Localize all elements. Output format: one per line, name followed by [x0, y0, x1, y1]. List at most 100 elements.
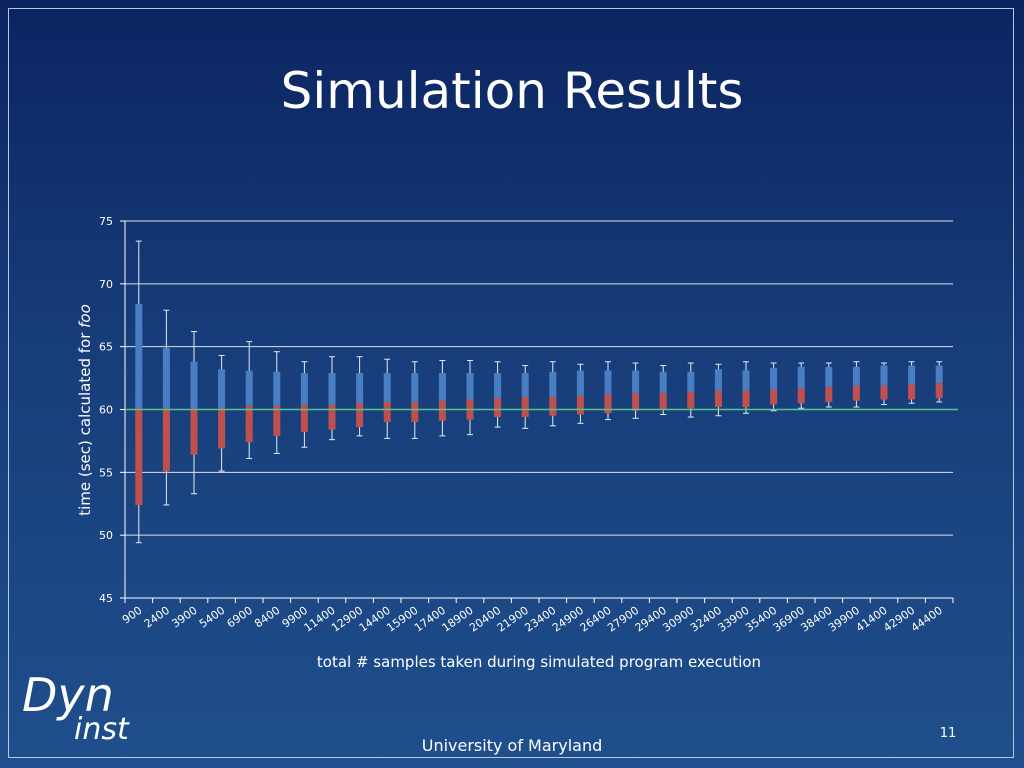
box-lower: [521, 396, 529, 418]
box-24900: [576, 363, 584, 424]
box-lower: [494, 398, 502, 418]
box-32400: [714, 363, 722, 417]
box-upper: [162, 347, 170, 409]
box-lower: [300, 404, 308, 433]
box-26400: [604, 361, 612, 421]
box-lower: [162, 408, 170, 472]
box-upper: [466, 373, 474, 400]
box-lower: [659, 393, 667, 410]
box-lower: [880, 385, 888, 400]
box-upper: [576, 370, 584, 396]
x-tick-label-2400: 2400: [142, 604, 172, 631]
y-tick-label-65: 65: [99, 341, 113, 354]
box-lower: [576, 395, 584, 415]
box-30900: [687, 362, 695, 418]
box-lower: [797, 388, 805, 404]
box-lower: [825, 386, 833, 402]
box-11400: [328, 356, 336, 441]
x-tick-label-8400: 8400: [252, 604, 282, 631]
box-21900: [521, 365, 529, 429]
box-upper: [218, 369, 226, 409]
box-17400: [438, 359, 446, 437]
footer-text: University of Maryland: [421, 736, 603, 755]
axes: [120, 220, 954, 603]
box-3900: [190, 331, 198, 495]
box-upper: [604, 370, 612, 395]
box-lower: [411, 401, 419, 423]
box-lower: [604, 394, 612, 414]
box-lower: [714, 390, 722, 407]
box-upper: [742, 370, 750, 391]
y-tick-label-60: 60: [99, 404, 113, 417]
box-20400: [494, 361, 502, 428]
box-upper: [190, 361, 198, 409]
box-lower: [218, 408, 226, 449]
box-41400: [880, 362, 888, 405]
box-23400: [549, 361, 557, 427]
x-tick-labels: 9002400390054006900840099001140012900144…: [120, 604, 945, 635]
box-lower: [687, 391, 695, 409]
box-lower: [549, 396, 557, 416]
box-upper: [935, 365, 943, 384]
box-upper: [245, 370, 253, 406]
y-tick-labels: 45 50 55 60 65 70 75: [99, 215, 113, 605]
box-upper: [714, 369, 722, 391]
box-upper: [300, 373, 308, 405]
box-upper: [770, 368, 778, 390]
box-upper: [825, 366, 833, 387]
y-tick-label-75: 75: [99, 215, 113, 228]
box-33900: [742, 361, 750, 414]
dyninst-logo: Dyn inst: [22, 668, 152, 754]
box-lower: [190, 408, 198, 455]
box-lower: [356, 403, 364, 428]
box-upper: [356, 373, 364, 404]
box-15900: [411, 361, 419, 439]
box-upper: [659, 371, 667, 394]
box-upper: [880, 365, 888, 386]
box-upper: [328, 373, 336, 405]
x-tick-label-900: 900: [120, 604, 145, 627]
boxes: [135, 240, 943, 544]
box-lower: [908, 384, 916, 400]
x-tick-label-44400: 44400: [909, 604, 945, 635]
box-upper: [494, 373, 502, 399]
box-upper: [411, 373, 419, 402]
y-tick-label-50: 50: [99, 529, 113, 542]
box-lower: [770, 389, 778, 405]
box-upper: [908, 365, 916, 385]
box-12900: [356, 356, 364, 437]
box-18900: [466, 359, 474, 436]
y-tick-label-70: 70: [99, 278, 113, 291]
box-38400: [825, 362, 833, 408]
y-axis-label-prefix: time (sec) calculated for: [76, 328, 94, 516]
box-upper: [687, 371, 695, 392]
page-number: 11: [939, 726, 957, 741]
x-tick-label-3900: 3900: [169, 604, 199, 631]
y-tick-label-45: 45: [99, 592, 113, 605]
y-axis-label: time (sec) calculated for foo: [76, 304, 94, 516]
box-lower: [742, 390, 750, 407]
y-axis-label-italic: foo: [76, 304, 94, 328]
box-29400: [659, 365, 667, 416]
box-lower: [438, 400, 446, 421]
slide-frame: [8, 8, 1014, 758]
y-tick-label-55: 55: [99, 466, 113, 479]
x-axis-label: total # samples taken during simulated p…: [317, 653, 761, 671]
box-upper: [797, 366, 805, 389]
slide-title: Simulation Results: [280, 62, 744, 120]
box-upper: [632, 370, 640, 394]
box-upper: [852, 366, 860, 386]
box-lower: [852, 385, 860, 401]
box-900: [135, 240, 143, 544]
box-lower: [328, 404, 336, 430]
logo-bottom-text: inst: [74, 712, 129, 747]
box-14400: [383, 358, 391, 439]
box-42900: [908, 361, 916, 404]
box-lower: [935, 383, 943, 399]
box-lower: [245, 405, 253, 443]
box-6900: [245, 341, 253, 460]
box-lower: [135, 408, 143, 506]
box-upper: [135, 303, 143, 409]
box-44400: [935, 361, 943, 403]
